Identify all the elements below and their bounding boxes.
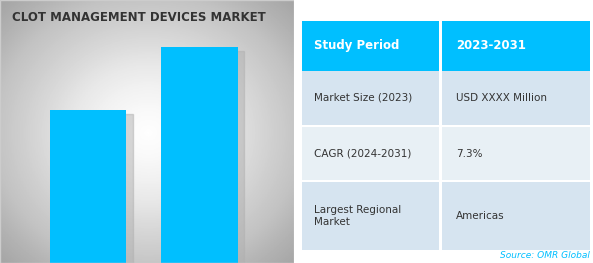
Text: 2023-2031: 2023-2031 xyxy=(456,39,526,53)
Text: Largest Regional
Market: Largest Regional Market xyxy=(314,205,401,227)
Bar xyxy=(0,0,294,263)
Bar xyxy=(442,182,590,250)
Bar xyxy=(442,127,590,180)
Bar xyxy=(168,51,244,263)
Text: CLOT MANAGEMENT DEVICES MARKET: CLOT MANAGEMENT DEVICES MARKET xyxy=(12,11,266,23)
Bar xyxy=(56,114,133,263)
Bar xyxy=(302,182,439,250)
Bar xyxy=(302,21,439,71)
Text: Source: OMR Global: Source: OMR Global xyxy=(500,251,590,260)
Bar xyxy=(161,47,238,263)
Text: 7.3%: 7.3% xyxy=(456,149,483,159)
Bar xyxy=(442,21,590,71)
Bar xyxy=(442,71,590,125)
Text: USD XXXX Million: USD XXXX Million xyxy=(456,93,547,103)
Bar xyxy=(50,110,126,263)
Bar xyxy=(302,127,439,180)
Text: Study Period: Study Period xyxy=(314,39,400,53)
Text: Market Size (2023): Market Size (2023) xyxy=(314,93,412,103)
Bar xyxy=(302,71,439,125)
Text: CAGR (2024-2031): CAGR (2024-2031) xyxy=(314,149,412,159)
Text: Americas: Americas xyxy=(456,211,505,221)
